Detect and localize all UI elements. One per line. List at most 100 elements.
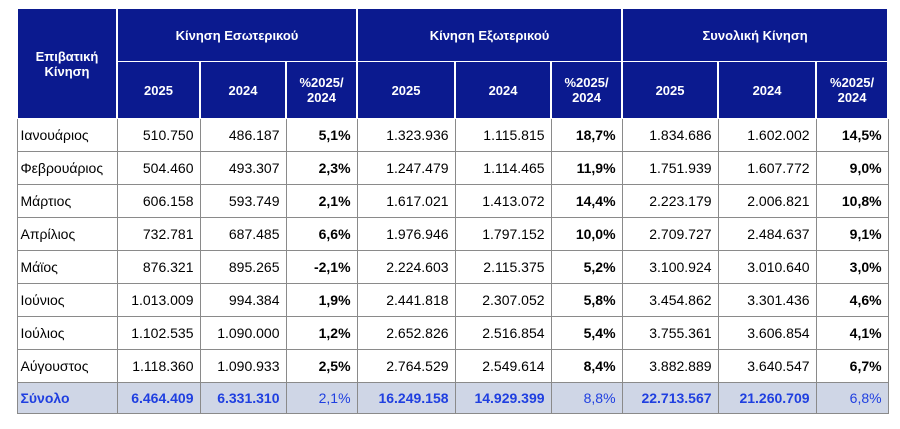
value-cell: 6.464.409 bbox=[116, 382, 201, 414]
group-header-domestic: Κίνηση Εσωτερικού bbox=[115, 8, 359, 62]
value-cell: 2.709.727 bbox=[621, 217, 719, 251]
table-row: Ιανουάριος 510.750 486.187 5,1% 1.323.936 1.1… bbox=[16, 118, 889, 152]
pct-change-cell: 8,8% bbox=[550, 382, 623, 414]
pct-change-cell: 9,1% bbox=[815, 217, 889, 251]
pct-change-cell: 2,1% bbox=[285, 184, 358, 218]
table-body: Ιανουάριος 510.750 486.187 5,1% 1.323.936 1.1… bbox=[16, 118, 889, 414]
pct-change-cell: 14,4% bbox=[550, 184, 623, 218]
col-header-2025: 2025 bbox=[356, 61, 457, 119]
value-cell: 1.323.936 bbox=[356, 118, 456, 152]
col-header-2024: 2024 bbox=[199, 61, 287, 119]
pct-change-cell: 6,7% bbox=[815, 349, 889, 383]
pct-change-cell: 1,9% bbox=[285, 283, 358, 317]
pct-change-cell: 5,8% bbox=[550, 283, 623, 317]
month-cell: Ιούλιος bbox=[16, 316, 118, 350]
pct-change-cell: 6,6% bbox=[285, 217, 358, 251]
month-cell: Απρίλιος bbox=[16, 217, 118, 251]
value-cell: 1.115.815 bbox=[454, 118, 552, 152]
value-cell: 687.485 bbox=[199, 217, 287, 251]
value-cell: 14.929.399 bbox=[454, 382, 552, 414]
group-header-international: Κίνηση Εξωτερικού bbox=[356, 8, 624, 62]
value-cell: 994.384 bbox=[199, 283, 287, 317]
pct-change-cell: 10,8% bbox=[815, 184, 889, 218]
pct-change-cell: 2,1% bbox=[285, 382, 358, 414]
table-row: Απρίλιος 732.781 687.485 6,6% 1.976.946 1.797… bbox=[16, 217, 889, 251]
col-header-pct: %2025/ 2024 bbox=[815, 61, 890, 119]
value-cell: 1.013.009 bbox=[116, 283, 201, 317]
value-cell: 2.549.614 bbox=[454, 349, 552, 383]
pct-change-cell: 9,0% bbox=[815, 151, 889, 185]
col-header-pct: %2025/ 2024 bbox=[550, 61, 624, 119]
value-cell: 732.781 bbox=[116, 217, 201, 251]
value-cell: 16.249.158 bbox=[356, 382, 456, 414]
value-cell: 3.301.436 bbox=[717, 283, 817, 317]
pct-change-cell: 5,2% bbox=[550, 250, 623, 284]
pct-change-cell: 8,4% bbox=[550, 349, 623, 383]
value-cell: 2.223.179 bbox=[621, 184, 719, 218]
value-cell: 2.441.818 bbox=[356, 283, 456, 317]
passenger-traffic-table-container: Επιβατική Κίνηση Κίνηση Εσωτερικού Κίνησ… bbox=[16, 8, 890, 414]
col-header-2024: 2024 bbox=[454, 61, 553, 119]
value-cell: 3.606.854 bbox=[717, 316, 817, 350]
month-cell: Ιούνιος bbox=[16, 283, 118, 317]
value-cell: 1.413.072 bbox=[454, 184, 552, 218]
value-cell: 3.100.924 bbox=[621, 250, 719, 284]
value-cell: 22.713.567 bbox=[621, 382, 719, 414]
value-cell: 2.224.603 bbox=[356, 250, 456, 284]
value-cell: 504.460 bbox=[116, 151, 201, 185]
value-cell: 3.755.361 bbox=[621, 316, 719, 350]
col-header-pct: %2025/ 2024 bbox=[284, 61, 359, 119]
pct-change-cell: 4,1% bbox=[815, 316, 889, 350]
pct-change-cell: 4,6% bbox=[815, 283, 889, 317]
pct-change-cell: 14,5% bbox=[815, 118, 889, 152]
value-cell: 2.516.854 bbox=[454, 316, 552, 350]
table-row: Μάϊος 876.321 895.265 -2,1% 2.224.603 2.115.3… bbox=[16, 250, 889, 284]
total-label: Σύνολο bbox=[16, 382, 118, 414]
value-cell: 493.307 bbox=[199, 151, 287, 185]
value-cell: 1.751.939 bbox=[621, 151, 719, 185]
corner-header: Επιβατική Κίνηση bbox=[16, 8, 118, 119]
pct-change-cell: 18,7% bbox=[550, 118, 623, 152]
value-cell: 510.750 bbox=[116, 118, 201, 152]
value-cell: 2.006.821 bbox=[717, 184, 817, 218]
month-cell: Φεβρουάριος bbox=[16, 151, 118, 185]
value-cell: 1.102.535 bbox=[116, 316, 201, 350]
value-cell: 606.158 bbox=[116, 184, 201, 218]
value-cell: 1.118.360 bbox=[116, 349, 201, 383]
value-cell: 1.976.946 bbox=[356, 217, 456, 251]
value-cell: 1.602.002 bbox=[717, 118, 817, 152]
value-cell: 2.764.529 bbox=[356, 349, 456, 383]
pct-change-cell: 11,9% bbox=[550, 151, 623, 185]
value-cell: 593.749 bbox=[199, 184, 287, 218]
value-cell: 2.484.637 bbox=[717, 217, 817, 251]
value-cell: 3.640.547 bbox=[717, 349, 817, 383]
pct-change-cell: 2,5% bbox=[285, 349, 358, 383]
month-cell: Ιανουάριος bbox=[16, 118, 118, 152]
table-row: Μάρτιος 606.158 593.749 2,1% 1.617.021 1.413.… bbox=[16, 184, 889, 218]
col-header-2025: 2025 bbox=[621, 61, 720, 119]
pct-change-cell: 5,4% bbox=[550, 316, 623, 350]
col-header-2025: 2025 bbox=[116, 61, 201, 119]
pct-change-cell: 2,3% bbox=[285, 151, 358, 185]
group-header-total: Συνολική Κίνηση bbox=[621, 8, 890, 62]
value-cell: 1.834.686 bbox=[621, 118, 719, 152]
table-row: Αύγουστος 1.118.360 1.090.933 2,5% 2.764.529… bbox=[16, 349, 889, 383]
value-cell: 3.010.640 bbox=[717, 250, 817, 284]
month-cell: Μάρτιος bbox=[16, 184, 118, 218]
month-cell: Μάϊος bbox=[16, 250, 118, 284]
pct-change-cell: 5,1% bbox=[285, 118, 358, 152]
passenger-traffic-table: Επιβατική Κίνηση Κίνηση Εσωτερικού Κίνησ… bbox=[16, 8, 890, 414]
value-cell: 1.247.479 bbox=[356, 151, 456, 185]
value-cell: 876.321 bbox=[116, 250, 201, 284]
value-cell: 3.882.889 bbox=[621, 349, 719, 383]
table-row: Ιούνιος 1.013.009 994.384 1,9% 2.441.818 2.30… bbox=[16, 283, 889, 317]
value-cell: 1.090.933 bbox=[199, 349, 287, 383]
value-cell: 21.260.709 bbox=[717, 382, 817, 414]
pct-change-cell: 1,2% bbox=[285, 316, 358, 350]
value-cell: 2.652.826 bbox=[356, 316, 456, 350]
table-row: Φεβρουάριος 504.460 493.307 2,3% 1.247.479 1.… bbox=[16, 151, 889, 185]
pct-change-cell: -2,1% bbox=[285, 250, 358, 284]
pct-change-cell: 6,8% bbox=[815, 382, 889, 414]
value-cell: 1.617.021 bbox=[356, 184, 456, 218]
value-cell: 2.307.052 bbox=[454, 283, 552, 317]
